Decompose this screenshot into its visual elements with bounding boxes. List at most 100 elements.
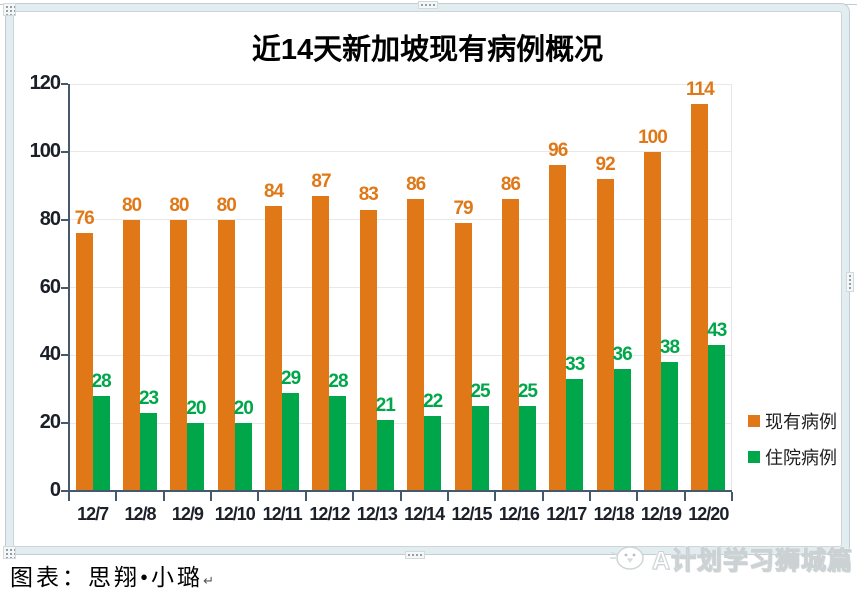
x-tick-mark xyxy=(210,492,213,501)
y-tick-label: 120 xyxy=(29,72,61,94)
legend-label-existing: 现有病例 xyxy=(765,412,837,432)
x-tick-label: 12/17 xyxy=(546,504,587,524)
bar-value-label: 79 xyxy=(453,198,473,220)
bar-value-label: 43 xyxy=(707,320,727,342)
bar-hospitalized-cases xyxy=(92,396,110,491)
bar-value-label: 28 xyxy=(91,371,112,393)
y-tick-mark xyxy=(61,354,68,357)
y-tick-label: 0 xyxy=(49,479,61,501)
legend-swatch-existing-icon xyxy=(748,415,760,427)
chart-title: 近14天新加坡现有病例概况 xyxy=(251,34,604,66)
bar-hospitalized-cases xyxy=(282,392,300,491)
bar-value-label: 29 xyxy=(281,367,301,389)
bar-hospitalized-cases xyxy=(329,396,347,491)
resize-handle-bottom-left[interactable] xyxy=(3,546,16,559)
bar-hospitalized-cases xyxy=(566,379,584,491)
x-tick-label: 12/19 xyxy=(640,504,682,524)
y-tick-mark xyxy=(61,286,68,289)
bar-value-label: 20 xyxy=(233,398,254,420)
resize-handle-bottom-center[interactable] xyxy=(405,551,425,559)
y-tick-mark xyxy=(61,422,68,425)
bar-existing-cases xyxy=(407,199,425,491)
x-tick-label: 12/20 xyxy=(688,504,729,524)
y-tick-mark xyxy=(61,150,68,153)
x-tick-label: 12/13 xyxy=(356,504,398,524)
bar-hospitalized-cases xyxy=(234,423,252,491)
bar-value-label: 23 xyxy=(138,387,159,409)
bar-hospitalized-cases xyxy=(613,368,631,491)
chart-canvas: 近14天新加坡现有病例概况 76 28 80 23 80 20 80 20 84 29 87 28 83… xyxy=(13,11,842,547)
bar-value-label: 80 xyxy=(121,194,142,216)
x-tick-mark xyxy=(588,492,591,501)
bar-existing-cases xyxy=(217,219,235,491)
x-tick-mark xyxy=(541,492,544,501)
legend-label-hospitalized: 住院病例 xyxy=(765,448,837,468)
x-tick-mark xyxy=(636,492,639,501)
bar-value-label: 25 xyxy=(517,381,538,403)
y-tick-label: 60 xyxy=(39,275,61,298)
bar-existing-cases xyxy=(312,195,330,491)
paragraph-return-icon: ↵ xyxy=(203,573,214,588)
bar-value-label: 86 xyxy=(500,174,521,196)
bar-value-label: 76 xyxy=(74,208,95,230)
bar-value-label: 100 xyxy=(638,126,668,148)
bar-value-label: 86 xyxy=(406,174,426,196)
gridline xyxy=(69,151,732,153)
bar-value-label: 22 xyxy=(423,391,443,413)
caption: 图表：思翔•小璐↵ xyxy=(10,558,214,592)
bar-value-label: 83 xyxy=(358,184,379,206)
gridline xyxy=(69,219,732,221)
bar-existing-cases xyxy=(170,219,188,491)
resize-handle-top-center[interactable] xyxy=(418,1,438,9)
legend-item-hospitalized-cases: 住院病例 xyxy=(748,444,837,470)
gridline xyxy=(69,422,732,424)
bar-existing-cases xyxy=(454,223,472,491)
x-tick-label: 12/9 xyxy=(171,504,204,524)
bar-existing-cases xyxy=(123,219,141,491)
bar-hospitalized-cases xyxy=(471,406,489,491)
legend-swatch-hospitalized-icon xyxy=(748,451,760,463)
x-tick-mark xyxy=(352,492,355,501)
x-tick-label: 12/18 xyxy=(593,504,635,524)
bar-value-label: 20 xyxy=(186,398,206,420)
y-tick-label: 40 xyxy=(39,343,61,366)
x-tick-mark xyxy=(304,492,307,501)
x-tick-mark xyxy=(731,492,733,501)
x-tick-mark xyxy=(399,492,402,501)
bar-existing-cases xyxy=(75,233,93,491)
bar-value-label: 96 xyxy=(548,140,568,162)
resize-handle-top-left[interactable] xyxy=(3,3,16,16)
legend-item-existing-cases: 现有病例 xyxy=(748,408,837,434)
bar-value-label: 114 xyxy=(685,79,715,101)
gridline xyxy=(69,354,732,356)
bar-existing-cases xyxy=(501,199,519,491)
plot-area: 76 28 80 23 80 20 80 20 84 29 87 28 83 21 86 22 79 25 86 25… xyxy=(30,72,733,524)
gridline xyxy=(69,287,732,288)
bar-hospitalized-cases xyxy=(424,416,442,491)
bar-hospitalized-cases xyxy=(660,362,678,491)
x-tick-mark xyxy=(68,492,70,501)
y-tick-mark xyxy=(61,83,68,85)
x-tick-mark xyxy=(257,492,260,501)
x-tick-label: 12/14 xyxy=(404,504,445,524)
bar-hospitalized-cases xyxy=(518,406,536,491)
bar-value-label: 87 xyxy=(311,170,331,192)
caption-text: 图表：思翔•小璐 xyxy=(10,565,204,590)
x-tick-label: 12/16 xyxy=(498,504,540,524)
bar-value-label: 21 xyxy=(375,394,396,416)
bar-existing-cases xyxy=(643,151,661,491)
chart-object-frame[interactable]: 近14天新加坡现有病例概况 76 28 80 23 80 20 80 20 84 29 87 28 83… xyxy=(5,3,850,555)
y-axis-line xyxy=(68,84,70,491)
y-tick-label: 100 xyxy=(29,139,61,162)
x-tick-mark xyxy=(683,492,686,501)
plot-right-border xyxy=(731,84,732,491)
bar-value-label: 84 xyxy=(264,181,284,203)
watermark: A计划学习狮城篇 xyxy=(608,541,853,577)
watermark-text: A计划学习狮城篇 xyxy=(651,547,854,576)
resize-handle-right-middle[interactable] xyxy=(846,272,854,292)
bar-value-label: 36 xyxy=(612,343,633,365)
x-tick-label: 12/12 xyxy=(309,504,350,524)
bar-value-label: 38 xyxy=(659,337,680,359)
bar-value-label: 33 xyxy=(565,354,585,376)
bar-existing-cases xyxy=(596,178,614,491)
